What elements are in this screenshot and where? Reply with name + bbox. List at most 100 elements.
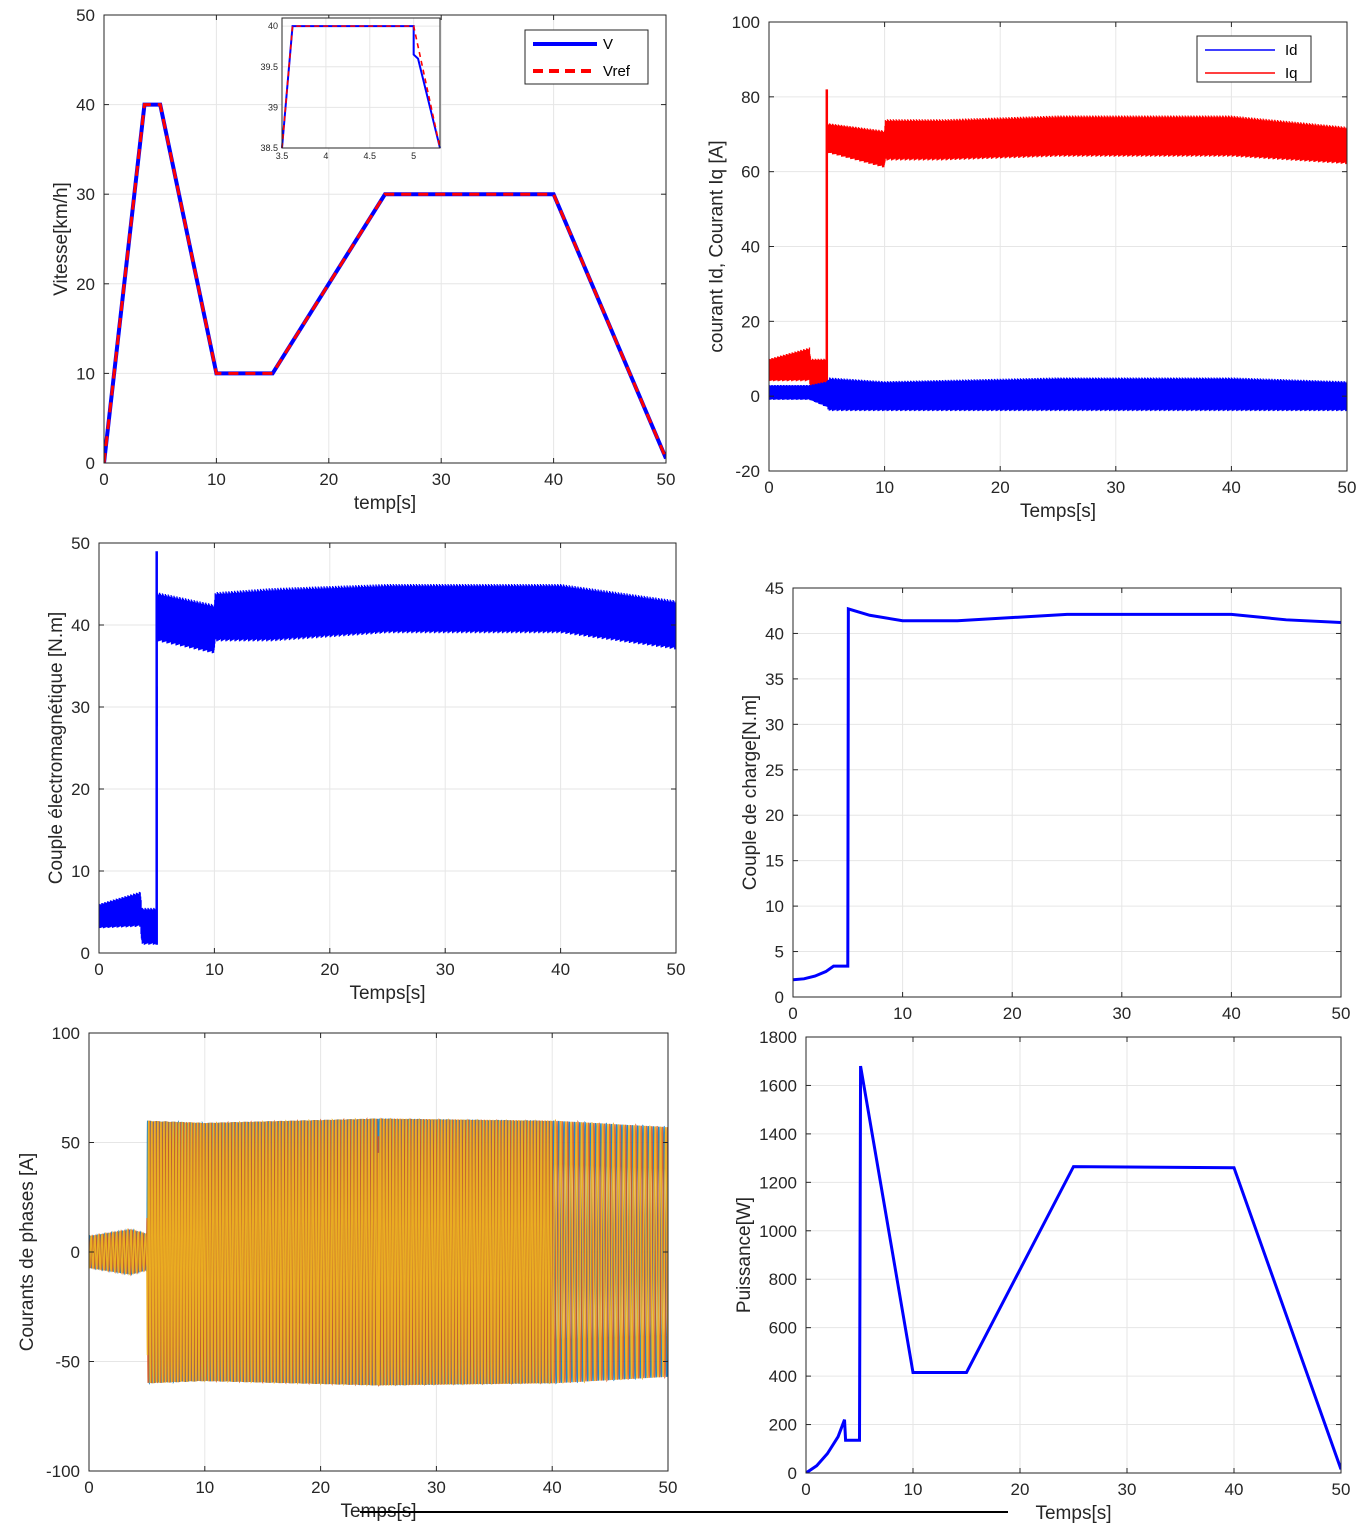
inset-x-tick-label: 4 [323, 151, 328, 161]
y-axis-label: Vitesse[km/h] [51, 182, 72, 296]
x-axis-label: Temps[s] [349, 983, 425, 1004]
series-band-Id [769, 377, 1347, 412]
y-tick-label: 800 [769, 1270, 797, 1289]
inset-line-Vref [281, 25, 441, 149]
y-tick-label: 20 [71, 780, 90, 799]
x-tick-label: 0 [99, 470, 108, 489]
series-line-Ic [89, 1117, 668, 1387]
x-tick-label: 30 [432, 470, 451, 489]
inset-x-tick-label: 5 [411, 151, 416, 161]
x-tick-label: 20 [991, 478, 1010, 497]
x-tick-label: 50 [1332, 1004, 1351, 1023]
x-tick-label: 30 [436, 960, 455, 979]
y-tick-label: 0 [775, 988, 784, 1007]
series-band-Iq [769, 115, 1347, 389]
y-tick-label: 30 [71, 698, 90, 717]
axes-frame [103, 14, 667, 464]
chart-courants_dq: 0 10 20 30 40 50-20020406080100Temps[s]couran… [707, 13, 1357, 522]
plot-area [793, 588, 1341, 997]
y-tick-label: 20 [765, 806, 784, 825]
x-tick-label: 0 [764, 478, 773, 497]
y-tick-label: 1600 [759, 1076, 797, 1095]
inset-chart: 3.5 4 4.5 5 38.5 39 39.5 40 [260, 17, 441, 161]
y-tick-label: 0 [81, 944, 90, 963]
series-line-P [806, 1065, 1341, 1473]
plot-content [793, 606, 1341, 982]
inset-y-tick-label: 39.5 [260, 62, 278, 72]
x-tick-label: 20 [1011, 1480, 1030, 1499]
x-tick-label: 40 [1225, 1480, 1244, 1499]
y-tick-label: 10 [71, 862, 90, 881]
x-tick-label: 40 [1222, 478, 1241, 497]
legend-label-Iq: Iq [1285, 65, 1298, 82]
y-tick-label: 40 [71, 616, 90, 635]
x-tick-label: 40 [1222, 1004, 1241, 1023]
y-tick-label: 45 [765, 579, 784, 598]
x-axis-label: Temps[s] [1020, 501, 1096, 522]
y-tick-label: -50 [55, 1353, 80, 1372]
x-tick-label: 20 [1003, 1004, 1022, 1023]
x-tick-label: 40 [544, 470, 563, 489]
plot-area [806, 1037, 1341, 1473]
y-tick-label: 50 [76, 6, 95, 25]
x-tick-label: 0 [94, 960, 103, 979]
y-tick-label: 400 [769, 1367, 797, 1386]
y-axis-label: courant Id, Courant Iq [A] [707, 140, 728, 352]
x-tick-label: 50 [657, 470, 676, 489]
chart-vitesse: 0 10 20 30 40 50 0 10 20 30 40 50 temp[s] Vitesse[km/… [51, 6, 675, 514]
y-tick-label: -20 [735, 462, 760, 481]
legend-label-Id: Id [1285, 42, 1298, 59]
x-tick-label: 10 [195, 1478, 214, 1497]
inset-y-tick-label: 39 [268, 102, 278, 112]
y-tick-label: 40 [765, 624, 784, 643]
chart-couple_charge: 0 10 20 30 40 50 0 5 10 15 20 25 30 35 40 45 Couple de c… [740, 579, 1350, 1023]
plot-content [104, 102, 666, 463]
y-tick-label: 0 [788, 1464, 797, 1483]
y-tick-label: 30 [76, 185, 95, 204]
x-tick-label: 0 [84, 1478, 93, 1497]
legend-box [524, 29, 649, 85]
chart-puissance: 0 10 20 30 40 50 0 200 400 600 800 1000 1200 1400 1600… [734, 1028, 1350, 1524]
x-tick-label: 50 [1338, 478, 1357, 497]
inset-y-tick-label: 40 [268, 21, 278, 31]
chart-courants_phases: 0 10 20 30 40 50-100-50050100Temps[s]Courants… [17, 1024, 677, 1522]
y-tick-label: 50 [61, 1134, 80, 1153]
y-tick-label: 0 [71, 1243, 80, 1262]
y-tick-label: 0 [751, 387, 760, 406]
y-tick-label: 20 [741, 312, 760, 331]
y-tick-label: 10 [76, 364, 95, 383]
axes-frame [805, 1036, 1342, 1474]
legend-box [1196, 35, 1312, 83]
x-tick-label: 10 [893, 1004, 912, 1023]
inset-y-tick-label: 38.5 [260, 143, 278, 153]
x-tick-label: 20 [319, 470, 338, 489]
chart-couple_em: 0 10 20 30 40 50 0 10 20 30 40 50 Temps[s] Couple éle… [46, 534, 685, 1004]
y-tick-label: 40 [741, 238, 760, 257]
x-tick-label: 10 [205, 960, 224, 979]
y-tick-label: -100 [46, 1462, 80, 1481]
series-band-Cem [99, 584, 676, 945]
x-tick-label: 30 [1112, 1004, 1131, 1023]
y-tick-label: 600 [769, 1319, 797, 1338]
y-tick-label: 1200 [759, 1173, 797, 1192]
y-tick-label: 0 [86, 454, 95, 473]
y-tick-label: 80 [741, 88, 760, 107]
x-tick-label: 50 [667, 960, 686, 979]
y-tick-label: 20 [76, 275, 95, 294]
x-tick-label: 30 [427, 1478, 446, 1497]
x-axis-label: temp[s] [354, 493, 416, 514]
legend-label-Vref: Vref [603, 63, 631, 80]
y-tick-label: 50 [71, 534, 90, 553]
inset-x-tick-label: 4.5 [364, 151, 377, 161]
y-tick-label: 60 [741, 163, 760, 182]
x-axis-label: Temps[s] [1035, 1503, 1111, 1524]
plot-content [806, 1065, 1341, 1473]
y-tick-label: 1800 [759, 1028, 797, 1047]
x-tick-label: 10 [875, 478, 894, 497]
y-tick-label: 35 [765, 670, 784, 689]
y-tick-label: 100 [732, 13, 760, 32]
x-tick-label: 20 [311, 1478, 330, 1497]
plot-content [769, 89, 1347, 412]
series-line-Cr [793, 606, 1341, 982]
y-tick-label: 10 [765, 897, 784, 916]
